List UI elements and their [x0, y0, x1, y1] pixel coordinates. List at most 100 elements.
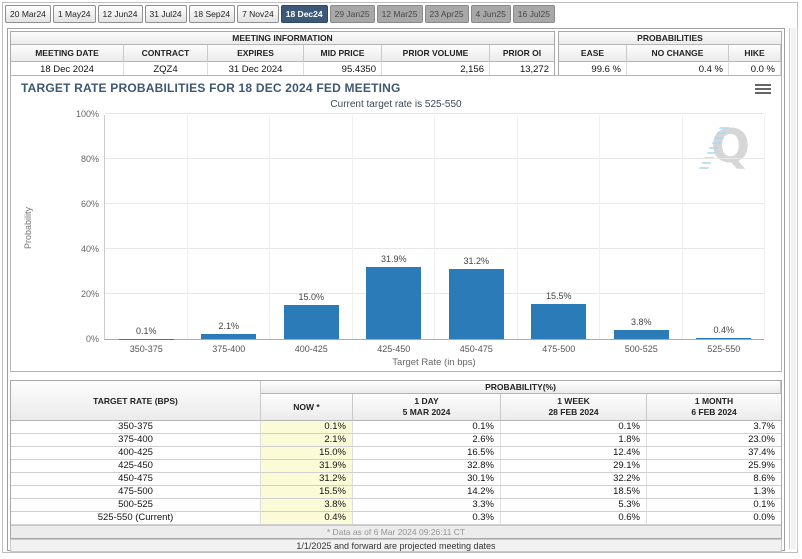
bar-value-label: 3.8%: [630, 317, 652, 328]
bar-value-label: 15.0%: [298, 292, 325, 303]
gridline-horizontal: [105, 113, 764, 114]
bar-400-425: [283, 305, 339, 339]
y-tick-label: 100%: [75, 109, 99, 119]
gridline-vertical: [351, 115, 353, 339]
y-tick-label: 80%: [80, 154, 99, 164]
vertical-scrollbar[interactable]: [789, 28, 798, 549]
x-tick-label: 425-450: [377, 344, 411, 354]
probability-cell: 1.8%: [501, 434, 647, 447]
tab-29-jan25[interactable]: 29 Jan25: [329, 5, 375, 23]
probabilities-panel: PROBABILITIES EASE NO CHANGE HIKE 99.6 % 0.4…: [558, 31, 782, 78]
chart-export-menu-icon[interactable]: [755, 84, 771, 96]
probability-cell: 32.8%: [353, 460, 501, 473]
probability-cell: 2.6%: [353, 434, 501, 447]
probability-group-header: PROBABILITY(%): [261, 381, 781, 394]
probability-value-cell: 0.0 %: [729, 62, 781, 77]
probability-cell: 15.5%: [261, 486, 353, 499]
probability-cell: 0.0%: [647, 512, 781, 525]
gridline-vertical: [599, 115, 600, 339]
probability-cell: 18.5%: [501, 486, 647, 499]
quikstrike-watermark-icon: Q: [698, 119, 750, 173]
target-rate-column-header: TARGET RATE (BPS): [11, 381, 261, 421]
probability-cell: 15.0%: [261, 447, 353, 460]
rate-range-cell: 500-525: [11, 499, 261, 512]
bar-525-550: [696, 338, 752, 339]
bar-375-400: [201, 334, 257, 339]
tab-23-apr25[interactable]: 23 Apr25: [424, 5, 469, 23]
meeting-info-header-cell: CONTRACT: [124, 45, 208, 62]
x-tick-label: 475-500: [542, 344, 576, 354]
x-tick-label: 350-375: [129, 344, 163, 354]
probability-cell: 16.5%: [353, 447, 501, 460]
rate-range-cell: 475-500: [11, 486, 261, 499]
rate-range-cell: 450-475: [11, 473, 261, 486]
y-tick-label: 20%: [80, 289, 99, 299]
tab-1-may24[interactable]: 1 May24: [52, 5, 96, 23]
probability-cell: 31.9%: [261, 460, 353, 473]
gridline-vertical: [434, 115, 435, 339]
bar-value-label: 15.5%: [545, 291, 572, 302]
probability-value-cell: 0.4 %: [627, 62, 729, 77]
tab-31-jul24[interactable]: 31 Jul24: [144, 5, 187, 23]
tab-12-jun24[interactable]: 12 Jun24: [97, 5, 143, 23]
projected-dates-note: 1/1/2025 and forward are projected meeti…: [10, 539, 782, 552]
y-tick-label: 60%: [80, 199, 99, 209]
probability-header-cell: NO CHANGE: [627, 45, 729, 62]
bar-value-label: 2.1%: [218, 321, 239, 332]
probability-chart-panel: TARGET RATE PROBABILITIES FOR 18 DEC 202…: [10, 75, 782, 372]
gridline-vertical: [269, 115, 270, 339]
meeting-info-value-cell: 18 Dec 2024: [11, 62, 124, 77]
x-tick-label: 375-400: [212, 344, 246, 354]
tab-18-sep24[interactable]: 18 Sep24: [188, 5, 236, 23]
gridline-vertical: [681, 115, 683, 339]
x-tick-label: 525-550: [707, 344, 741, 354]
tab-7-nov24[interactable]: 7 Nov24: [237, 5, 279, 23]
rate-probability-table: TARGET RATE (BPS) PROBABILITY(%) NOW * 1 …: [10, 380, 782, 539]
tab-18-dec24[interactable]: 18 Dec24: [280, 5, 328, 23]
probability-cell: 1.3%: [647, 486, 781, 499]
rate-range-cell: 375-400: [11, 434, 261, 447]
tab-4-jun25[interactable]: 4 Jun25: [470, 5, 511, 23]
meeting-information-panel: MEETING INFORMATION MEETING DATE CONTRACT…: [10, 31, 555, 78]
main-content: MEETING INFORMATION MEETING DATE CONTRACT…: [7, 28, 785, 552]
meeting-information-title: MEETING INFORMATION: [11, 32, 554, 45]
bar-value-label: 31.2%: [463, 255, 490, 266]
table-row: 525-550 (Current) 0.4% 0.3% 0.6% 0.0%: [11, 512, 781, 525]
probability-value-cell: 99.6 %: [559, 62, 627, 77]
probability-cell: 31.2%: [261, 473, 353, 486]
probability-cell: 3.8%: [261, 499, 353, 512]
meeting-info-header-cell: MID PRICE: [304, 45, 382, 62]
fedwatch-tool-frame: 20 Mar24 1 May24 12 Jun24 31 Jul24 18 Sep24 7…: [2, 2, 798, 553]
tab-12-mar25[interactable]: 12 Mar25: [376, 5, 423, 23]
table-row: 450-475 31.2% 30.1% 32.2% 8.6%: [11, 473, 781, 486]
bar-value-label: 0.4%: [713, 325, 734, 336]
meeting-info-grid: MEETING DATE CONTRACT EXPIRES MID PRICE PRIO…: [11, 45, 554, 77]
y-tick-label: 0%: [85, 334, 99, 344]
rate-range-cell: 525-550 (Current): [11, 512, 261, 525]
period-column-header: 1 DAY 5 MAR 2024: [353, 394, 501, 421]
probability-cell: 0.1%: [647, 499, 781, 512]
probability-cell: 0.3%: [353, 512, 501, 525]
probability-cell: 0.1%: [261, 421, 353, 434]
probability-cell: 29.1%: [501, 460, 647, 473]
meeting-tab-bar: 20 Mar24 1 May24 12 Jun24 31 Jul24 18 Sep24 7…: [5, 5, 555, 25]
meeting-info-value-cell: 31 Dec 2024: [208, 62, 304, 77]
x-tick-label: 500-525: [624, 344, 658, 354]
probability-cell: 25.9%: [647, 460, 781, 473]
data-as-of-footnote: * Data as of 6 Mar 2024 09:26:11 CT: [11, 525, 781, 538]
gridline-vertical: [186, 115, 188, 339]
table-row: 350-375 0.1% 0.1% 0.1% 3.7%: [11, 421, 781, 434]
meeting-info-value-cell: 95.4350: [304, 62, 382, 77]
probability-cell: 0.1%: [501, 421, 647, 434]
chart-title: TARGET RATE PROBABILITIES FOR 18 DEC 202…: [21, 81, 401, 95]
probabilities-grid: EASE NO CHANGE HIKE 99.6 % 0.4 % 0.0 %: [559, 45, 781, 77]
tab-20-mar24[interactable]: 20 Mar24: [5, 5, 51, 23]
probability-cell: 30.1%: [353, 473, 501, 486]
tab-16-jul25[interactable]: 16 Jul25: [512, 5, 555, 23]
meeting-info-value-cell: 2,156: [382, 62, 490, 77]
x-axis-title: Target Rate (in bps): [392, 357, 476, 368]
period-column-header: 1 WEEK 28 FEB 2024: [501, 394, 647, 421]
x-tick-label: 400-425: [294, 344, 328, 354]
meeting-info-value-cell: 13,272: [490, 62, 554, 77]
meeting-info-value-cell: ZQZ4: [124, 62, 208, 77]
